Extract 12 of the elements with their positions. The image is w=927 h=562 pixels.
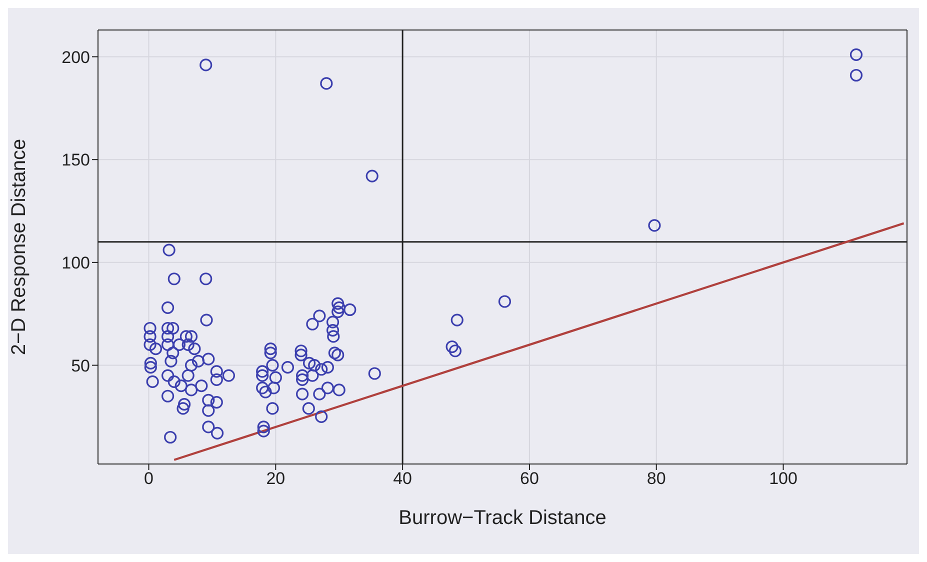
y-tick-label: 150 [62, 150, 90, 170]
x-axis-title: Burrow−Track Distance [398, 507, 606, 529]
x-tick-label: 0 [144, 469, 154, 488]
y-axis-title: 2−D Response Distance [8, 138, 30, 356]
x-tick-label: 60 [520, 469, 539, 488]
x-tick-label: 80 [646, 469, 666, 488]
x-tick-label: 20 [266, 469, 286, 488]
x-tick-label: 40 [393, 469, 412, 488]
y-tick-label: 200 [62, 48, 90, 67]
y-tick-label: 100 [62, 253, 90, 272]
x-tick-label: 100 [769, 469, 798, 488]
y-tick-label: 50 [71, 356, 90, 376]
